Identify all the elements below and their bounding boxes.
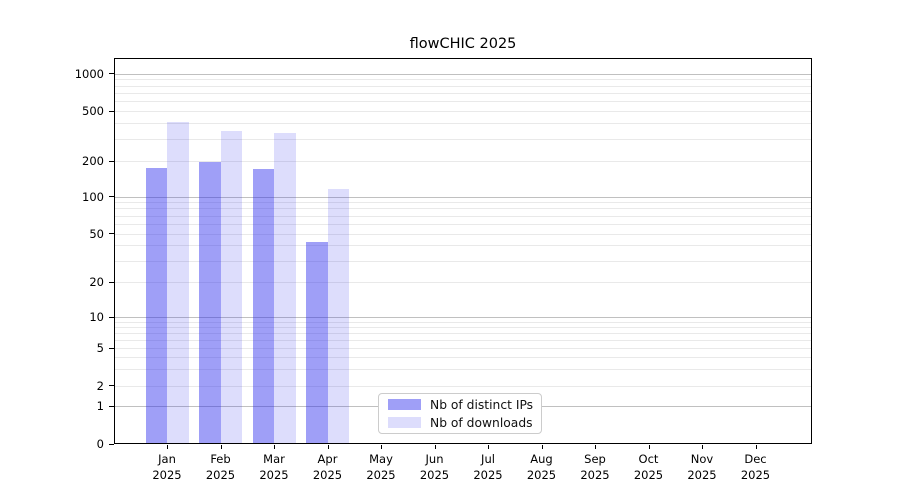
legend-label-downloads: Nb of downloads [430,415,533,430]
bar-distinct-ips-apr [306,241,328,444]
y-tick-label: 5 [96,341,104,356]
legend-swatch-distinct-ips [388,399,421,410]
x-tick-mark [755,445,757,449]
x-tick-label-jan: Jan 2025 [152,452,182,482]
x-tick-label-sep: Sep 2025 [580,452,610,482]
x-tick-label-jul: Jul 2025 [473,452,503,482]
x-tick-label-mar: Mar 2025 [259,452,289,482]
y-tick-label: 20 [89,275,104,289]
gridline-minor [114,321,812,323]
y-tick-mark [109,443,114,445]
x-tick-label-may: May 2025 [366,452,396,482]
x-tick-mark [595,445,596,449]
y-tick-label: 200 [82,154,104,168]
gridline-minor [114,233,812,235]
gridline-major [114,317,812,318]
gridline-minor [114,357,812,359]
x-tick-label-jun: Jun 2025 [419,452,450,482]
bar-distinct-ips-feb [199,162,221,444]
y-tick-label: 2 [96,378,104,393]
gridline-minor [114,327,812,329]
gridline-minor [114,333,812,335]
bar-distinct-ips-mar [252,169,274,444]
y-tick-label: 1 [96,399,104,413]
gridline-minor [114,369,812,371]
x-tick-mark [167,445,168,449]
x-tick-label-feb: Feb 2025 [205,452,236,482]
legend-item-downloads: Nb of downloads [388,416,541,430]
gridline-minor [114,208,812,210]
y-tick-mark [109,73,114,74]
x-tick-label-aug: Aug 2025 [526,452,557,482]
y-tick-mark [109,196,114,197]
gridline-minor [114,85,812,87]
y-tick-mark [109,281,114,283]
gridline-minor [114,223,812,225]
gridline-minor [114,282,812,283]
legend-label-distinct-ips: Nb of distinct IPs [430,397,534,412]
gridline-minor [114,111,812,112]
x-tick-mark [274,445,275,449]
gridline-minor [114,245,812,247]
y-tick-mark [109,385,114,387]
gridline-minor [114,123,812,125]
y-tick-label: 100 [82,189,104,204]
gridline-minor [114,348,812,350]
gridline-minor [114,101,812,103]
x-tick-mark [434,445,436,449]
x-tick-label-apr: Apr 2025 [312,452,343,482]
plot-area [114,58,812,444]
y-tick-label: 10 [89,310,104,324]
x-tick-mark [381,445,382,449]
x-tick-mark [488,445,489,449]
gridline-minor [114,215,812,217]
legend-item-distinct-ips: Nb of distinct IPs [388,398,541,412]
bar-distinct-ips-jan [145,167,167,444]
x-tick-mark [702,445,703,449]
gridline-minor [114,138,812,140]
gridline-minor [114,340,812,342]
y-tick-mark [109,160,114,162]
bar-downloads-feb [220,130,242,444]
chart-title: flowCHIC 2025 [409,36,517,52]
y-tick-mark [109,316,114,318]
x-tick-mark [648,445,650,449]
y-tick-mark [109,110,114,112]
y-tick-label: 500 [82,104,104,118]
gridline-minor [114,385,812,387]
x-tick-mark [327,445,329,449]
legend: Nb of distinct IPs Nb of downloads [378,393,542,434]
bar-downloads-apr [327,189,349,444]
gridline-minor [114,202,812,204]
bar-downloads-mar [274,133,296,444]
x-tick-label-dec: Dec 2025 [740,452,771,482]
bar-downloads-jan [167,121,189,444]
x-tick-label-oct: Oct 2025 [633,452,664,482]
y-tick-mark [109,347,114,349]
gridline-major [114,196,812,198]
x-tick-label-nov: Nov 2025 [687,452,717,482]
y-tick-label: 1000 [74,66,104,81]
x-tick-mark [220,445,222,449]
y-tick-label: 50 [89,226,104,241]
y-tick-mark [109,405,114,407]
gridline-minor [114,161,812,162]
gridline-major [114,73,812,75]
y-tick-mark [109,233,114,234]
legend-swatch-downloads [388,417,421,428]
x-tick-mark [541,445,543,449]
y-tick-label: 0 [96,437,104,451]
gridline-minor [114,79,812,81]
gridline-minor [114,92,812,94]
gridline-minor [114,260,812,262]
